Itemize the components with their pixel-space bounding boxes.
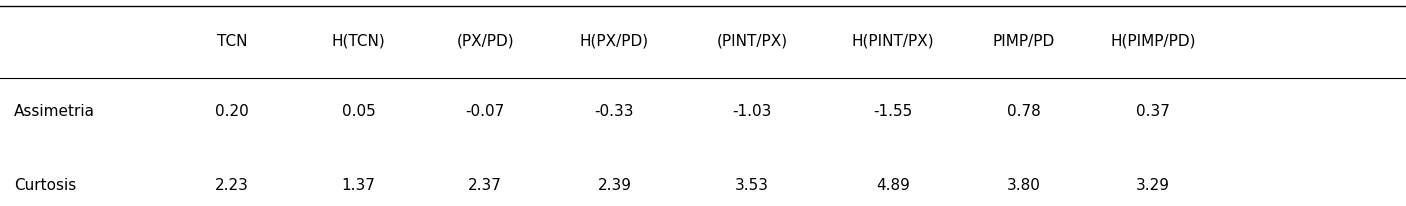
- Text: Curtosis: Curtosis: [14, 178, 76, 193]
- Text: (PINT/PX): (PINT/PX): [717, 34, 787, 49]
- Text: 3.29: 3.29: [1136, 178, 1170, 193]
- Text: -1.03: -1.03: [733, 104, 772, 119]
- Text: -0.33: -0.33: [595, 104, 634, 119]
- Text: 0.78: 0.78: [1007, 104, 1040, 119]
- Text: -1.55: -1.55: [873, 104, 912, 119]
- Text: (PX/PD): (PX/PD): [457, 34, 513, 49]
- Text: 2.39: 2.39: [598, 178, 631, 193]
- Text: 2.37: 2.37: [468, 178, 502, 193]
- Text: 4.89: 4.89: [876, 178, 910, 193]
- Text: 1.37: 1.37: [342, 178, 375, 193]
- Text: 3.53: 3.53: [735, 178, 769, 193]
- Text: 0.05: 0.05: [342, 104, 375, 119]
- Text: 0.20: 0.20: [215, 104, 249, 119]
- Text: Assimetria: Assimetria: [14, 104, 96, 119]
- Text: H(PINT/PX): H(PINT/PX): [852, 34, 934, 49]
- Text: 2.23: 2.23: [215, 178, 249, 193]
- Text: H(TCN): H(TCN): [332, 34, 385, 49]
- Text: H(PIMP/PD): H(PIMP/PD): [1111, 34, 1195, 49]
- Text: 0.37: 0.37: [1136, 104, 1170, 119]
- Text: -0.07: -0.07: [465, 104, 505, 119]
- Text: PIMP/PD: PIMP/PD: [993, 34, 1054, 49]
- Text: TCN: TCN: [217, 34, 247, 49]
- Text: H(PX/PD): H(PX/PD): [579, 34, 650, 49]
- Text: 3.80: 3.80: [1007, 178, 1040, 193]
